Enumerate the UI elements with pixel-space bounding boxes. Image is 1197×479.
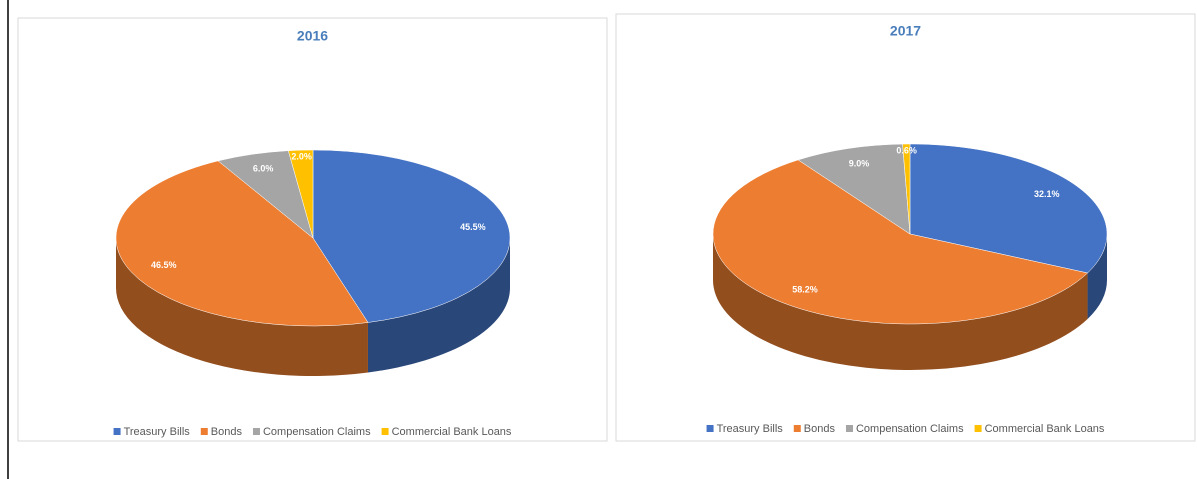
- legend-swatch: [113, 428, 121, 435]
- chart-title: 2016: [297, 28, 328, 44]
- chart-title: 2017: [890, 23, 921, 39]
- chart: 2017 32.1% 58.2% 9.0% 0.6% Treasury Bills Bond…: [615, 13, 1196, 442]
- slice: [797, 143, 911, 235]
- legend-label: Treasury Bills: [124, 426, 191, 438]
- legend-swatch: [793, 425, 801, 432]
- legend-label: Commercial Bank Loans: [392, 426, 512, 438]
- slice: [909, 143, 1108, 274]
- slice: [287, 149, 314, 239]
- data-label: 2.0%: [291, 152, 312, 162]
- legend-label: Commercial Bank Loans: [985, 423, 1105, 435]
- legend-swatch: [845, 425, 853, 432]
- legend-label: Compensation Claims: [263, 426, 371, 438]
- legend-swatch: [200, 428, 208, 435]
- legend-swatch: [974, 425, 982, 432]
- data-label: 0.6%: [896, 146, 917, 156]
- slice: [312, 149, 511, 323]
- slice-side: [712, 234, 1088, 370]
- slice-side: [116, 238, 368, 376]
- data-label: 9.0%: [849, 158, 870, 168]
- legend-label: Compensation Claims: [856, 423, 964, 435]
- slice-side: [1087, 234, 1107, 319]
- legend: Treasury Bills Bonds Compensation Claims Co…: [113, 426, 512, 438]
- legend-label: Bonds: [211, 426, 243, 438]
- slice: [712, 159, 1089, 325]
- chart: 2016 45.5% 46.5% 6.0% 2.0% Treasury Bills Bond…: [17, 17, 608, 442]
- legend-label: Bonds: [804, 423, 836, 435]
- slice-side: [367, 238, 510, 373]
- data-label: 58.2%: [792, 284, 818, 294]
- data-label: 46.5%: [151, 260, 177, 270]
- slice: [902, 143, 911, 235]
- data-label: 6.0%: [253, 164, 274, 174]
- data-label: 45.5%: [460, 222, 486, 232]
- slice: [115, 160, 369, 327]
- legend-swatch: [381, 428, 389, 435]
- legend: Treasury Bills Bonds Compensation Claims Co…: [706, 423, 1105, 435]
- data-label: 32.1%: [1034, 189, 1060, 199]
- legend-swatch: [706, 425, 714, 432]
- legend-label: Treasury Bills: [717, 423, 784, 435]
- legend-swatch: [252, 428, 260, 435]
